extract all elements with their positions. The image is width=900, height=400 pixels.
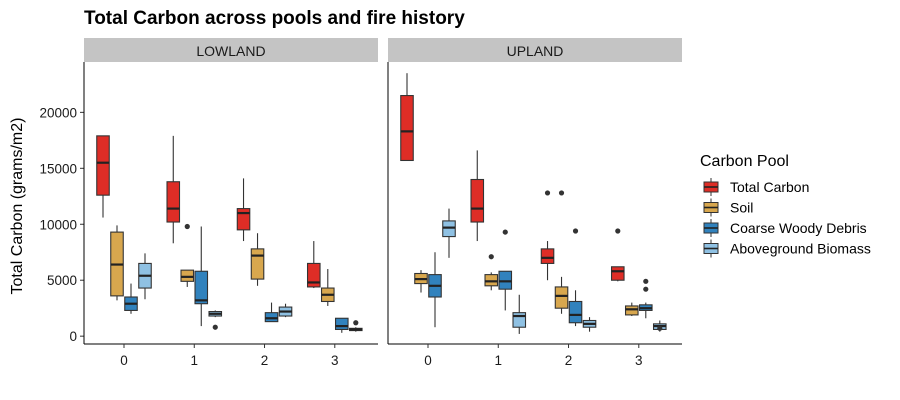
legend-label: Aboveground Biomass <box>730 241 871 257</box>
legend-item-total-carbon: Total Carbon <box>703 178 809 196</box>
box-coarse-woody-debris-0 <box>428 252 442 328</box>
facet-label-upland: UPLAND <box>507 43 564 59</box>
outlier-point <box>212 324 218 330</box>
box-soil-3 <box>624 302 639 317</box>
box-soil-1 <box>484 254 499 291</box>
legend-title: Carbon Pool <box>700 153 789 170</box>
y-tick-label: 5000 <box>47 273 77 288</box>
box-iqr <box>96 135 110 196</box>
box-iqr <box>180 269 195 282</box>
x-tick-label: 2 <box>261 353 269 368</box>
box-total-carbon-2 <box>540 190 555 281</box>
facet-panel-lowland: 0 1 2 3 <box>83 62 378 368</box>
legend-item-soil: Soil <box>703 198 753 217</box>
facet-label-lowland: LOWLAND <box>196 43 265 59</box>
box-total-carbon-2 <box>236 178 251 242</box>
y-tick-label: 20000 <box>39 105 77 120</box>
box-coarse-woody-debris-2 <box>264 302 279 323</box>
box-total-carbon-3 <box>306 241 321 289</box>
box-aboveground-biomass-3 <box>652 320 667 332</box>
box-iqr <box>498 270 513 290</box>
x-tick-label: 2 <box>565 353 573 368</box>
x-tick-label: 0 <box>424 353 432 368</box>
box-soil-0 <box>414 270 428 293</box>
chart-title: Total Carbon across pools and fire histo… <box>84 8 465 29</box>
outlier-point <box>184 223 190 230</box>
facet-panel-upland: 0 1 2 3 <box>387 62 682 368</box>
x-tick-label: 3 <box>635 353 643 368</box>
box-coarse-woody-debris-3 <box>334 317 349 333</box>
box-aboveground-biomass-3 <box>348 320 363 332</box>
box-iqr <box>512 312 527 328</box>
box-iqr <box>540 248 555 264</box>
box-iqr <box>236 208 251 231</box>
box-total-carbon-0 <box>400 73 414 162</box>
box-soil-2 <box>554 190 569 314</box>
box-iqr <box>610 266 625 281</box>
x-tick-label: 3 <box>331 353 339 368</box>
box-coarse-woody-debris-1 <box>498 229 513 311</box>
outlier-point <box>502 229 508 235</box>
y-tick-label: 0 <box>69 329 77 344</box>
outlier-point <box>544 190 551 196</box>
legend-item-coarse-woody-debris: Coarse Woody Debris <box>703 219 867 237</box>
x-tick-label: 1 <box>191 353 199 368</box>
box-coarse-woody-debris-2 <box>568 228 583 327</box>
legend-label: Coarse Woody Debris <box>730 220 867 236</box>
box-soil-0 <box>110 225 124 301</box>
box-total-carbon-0 <box>96 135 110 218</box>
plot-layer: 0 5000 10000 15000 20000 0 1 2 3 0 1 2 3 <box>39 62 682 368</box>
y-axis-title: Total Carbon (grams/m2) <box>9 118 26 295</box>
box-coarse-woody-debris-0 <box>124 283 138 314</box>
box-coarse-woody-debris-3 <box>638 278 653 319</box>
legend-label: Soil <box>730 200 753 216</box>
facet-strip-upland <box>388 38 682 62</box>
box-iqr <box>554 286 569 309</box>
box-aboveground-biomass-2 <box>278 303 293 318</box>
box-iqr <box>400 95 414 162</box>
box-aboveground-biomass-1 <box>208 310 223 330</box>
box-iqr <box>306 262 321 288</box>
outlier-point <box>615 228 621 234</box>
box-iqr <box>470 178 485 223</box>
legend-label: Total Carbon <box>730 179 809 195</box>
legend-item-aboveground-biomass: Aboveground Biomass <box>703 239 871 258</box>
outlier-point <box>558 190 565 196</box>
box-soil-3 <box>320 269 335 306</box>
x-tick-label: 0 <box>120 353 128 368</box>
legend-items: Total Carbon Soil Coarse Woody Debris Above… <box>703 178 871 258</box>
box-iqr <box>442 220 456 238</box>
outlier-point <box>353 320 359 326</box>
facet-strip-lowland <box>84 38 378 62</box>
box-total-carbon-1 <box>166 135 181 244</box>
box-soil-1 <box>180 223 195 287</box>
outlier-point <box>643 286 649 292</box>
outlier-point <box>572 228 579 234</box>
box-total-carbon-3 <box>610 228 625 282</box>
y-tick-label: 10000 <box>39 217 77 232</box>
box-iqr <box>250 248 265 280</box>
box-iqr <box>484 274 499 287</box>
outlier-point <box>488 254 494 260</box>
x-tick-label: 1 <box>495 353 503 368</box>
box-iqr <box>194 270 209 305</box>
box-iqr <box>166 181 181 223</box>
box-iqr <box>334 317 349 331</box>
box-aboveground-biomass-0 <box>138 253 152 300</box>
box-aboveground-biomass-0 <box>442 208 456 258</box>
box-soil-2 <box>250 233 265 286</box>
legend: Carbon Pool Total Carbon Soil Coarse Woody… <box>700 153 871 258</box>
y-tick-label: 15000 <box>39 161 77 176</box>
box-coarse-woody-debris-1 <box>194 226 209 327</box>
box-iqr <box>624 305 639 316</box>
box-aboveground-biomass-1 <box>512 294 527 334</box>
box-total-carbon-1 <box>470 150 485 242</box>
box-aboveground-biomass-2 <box>582 317 597 332</box>
box-iqr <box>568 300 583 324</box>
outlier-point <box>643 278 649 284</box>
outlier-point <box>657 325 663 331</box>
box-iqr <box>264 312 279 323</box>
